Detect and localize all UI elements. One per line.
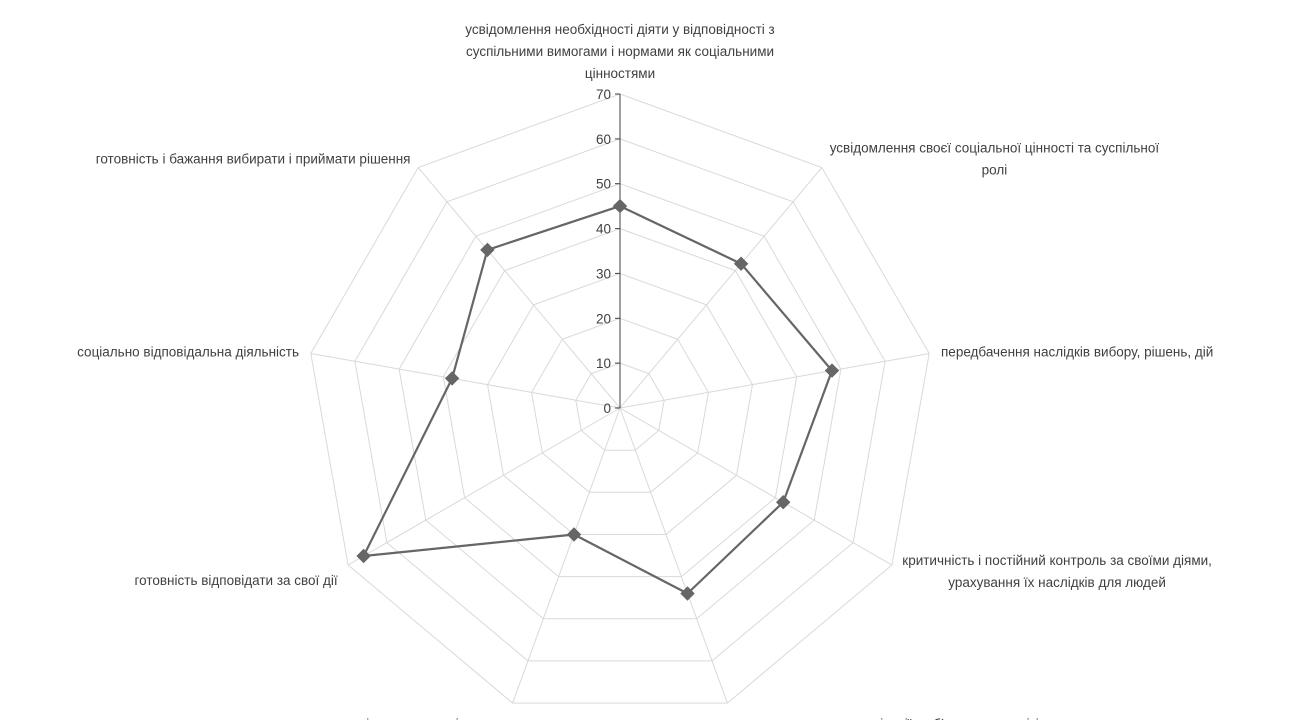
radar-series <box>356 198 840 601</box>
series-line-0 <box>362 205 834 595</box>
tick-label-30: 30 <box>596 266 611 281</box>
grid-spoke-3 <box>619 407 893 566</box>
tick-label-40: 40 <box>596 222 611 237</box>
grid-spoke-7 <box>310 353 621 409</box>
grid-spoke-4 <box>619 407 728 704</box>
grid-ring-60 <box>354 138 886 662</box>
tick-label-20: 20 <box>596 311 611 326</box>
radar-grid <box>310 93 930 704</box>
tick-label-70: 70 <box>596 87 611 102</box>
category-label-2: передбачення наслідків вибору, рішень, д… <box>941 344 1213 359</box>
category-label-8: готовність і бажання вибирати і приймати… <box>96 151 411 166</box>
category-label-0: усвідомлення необхідності діяти у відпов… <box>465 22 775 81</box>
grid-spoke-2 <box>619 353 930 409</box>
grid-ring-30 <box>486 272 754 535</box>
grid-spoke-1 <box>619 167 823 409</box>
data-point-2 <box>824 363 840 378</box>
grid-ring-70 <box>310 93 930 704</box>
category-label-6: готовність відповідати за свої дії <box>135 573 338 588</box>
category-label-5: самооцінка та самозвітування <box>320 716 509 720</box>
data-point-6 <box>356 548 371 564</box>
tick-label-50: 50 <box>596 177 611 192</box>
data-point-0 <box>612 198 628 214</box>
data-point-1 <box>733 256 749 271</box>
category-labels: усвідомлення необхідності діяти у відпов… <box>77 22 1213 720</box>
tick-label-60: 60 <box>596 132 611 147</box>
grid-spoke-6 <box>347 407 621 566</box>
data-point-8 <box>480 242 495 258</box>
grid-ring-10 <box>575 362 665 451</box>
grid-ring-50 <box>398 183 842 620</box>
data-point-4 <box>680 586 695 601</box>
category-label-3: критичність і постійний контроль за свої… <box>902 553 1212 590</box>
tick-label-10: 10 <box>596 356 611 371</box>
tick-label-0: 0 <box>603 401 611 416</box>
grid-ring-40 <box>442 228 798 578</box>
category-label-4: прагнення до самореалізації у об’єктивно… <box>732 716 1039 720</box>
grid-ring-20 <box>531 317 709 493</box>
radar-axis <box>615 93 621 409</box>
category-label-1: усвідомлення своєї соціальної цінності т… <box>830 140 1160 177</box>
data-point-3 <box>775 494 791 510</box>
grid-spoke-5 <box>512 407 621 704</box>
radial-tick-labels: 0 10 20 30 40 50 60 70 <box>596 87 611 416</box>
data-point-7 <box>444 371 460 386</box>
category-label-7: соціально відповідальна діяльність <box>77 344 299 359</box>
grid-spoke-8 <box>417 167 621 409</box>
data-point-5 <box>566 527 582 542</box>
